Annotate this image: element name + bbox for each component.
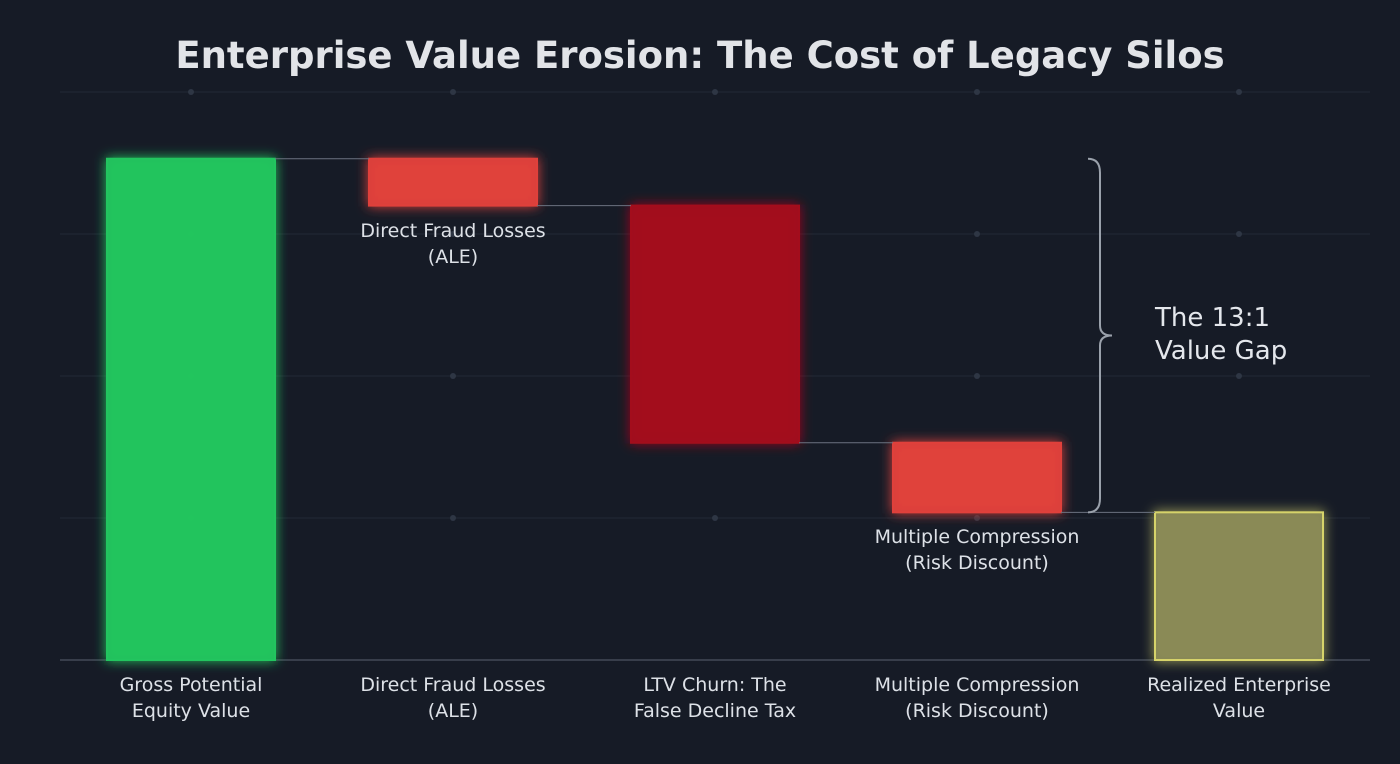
x-tick-label: Gross Potential Equity Value xyxy=(119,674,263,722)
bar xyxy=(106,157,276,662)
grid-dot xyxy=(450,373,456,379)
grid-dot xyxy=(450,515,456,521)
grid-dot xyxy=(188,89,194,95)
bracket xyxy=(1087,157,1113,514)
bar xyxy=(630,204,800,444)
bar xyxy=(368,157,538,207)
grid-dot xyxy=(1236,89,1242,95)
chart-title: Enterprise Value Erosion: The Cost of Le… xyxy=(175,34,1225,77)
grid-dot xyxy=(974,89,980,95)
x-tick-label: Realized Enterprise Value xyxy=(1147,674,1331,722)
grid-dot xyxy=(450,89,456,95)
x-tick-label: Multiple Compression (Risk Discount) xyxy=(874,674,1080,722)
grid-dot xyxy=(974,373,980,379)
grid-dot xyxy=(712,89,718,95)
x-tick-label: Direct Fraud Losses (ALE) xyxy=(360,674,546,722)
grid-dot xyxy=(1236,231,1242,237)
bar xyxy=(1154,511,1324,661)
bar xyxy=(892,441,1062,514)
bracket-label: The 13:1 Value Gap xyxy=(1155,302,1288,366)
grid-dot xyxy=(974,231,980,237)
grid-dot xyxy=(712,515,718,521)
x-tick-label: LTV Churn: The False Decline Tax xyxy=(633,674,797,722)
annotation: Multiple Compression (Risk Discount) xyxy=(874,526,1080,575)
annotation: Direct Fraud Losses (ALE) xyxy=(360,219,546,268)
grid-dot xyxy=(974,515,980,521)
grid-dot xyxy=(450,231,456,237)
grid-dot xyxy=(1236,373,1242,379)
